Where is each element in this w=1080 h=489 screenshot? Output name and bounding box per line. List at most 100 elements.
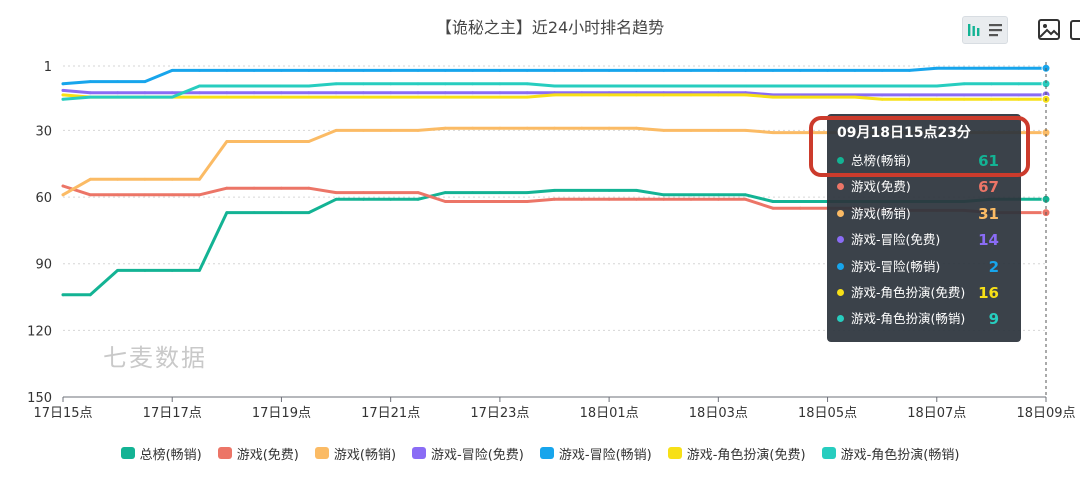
grid-lines — [63, 65, 1046, 331]
data-point — [252, 211, 256, 215]
data-point — [525, 200, 529, 203]
data-point — [771, 84, 775, 88]
data-point — [198, 95, 201, 99]
data-point — [1017, 66, 1021, 70]
legend-label: 总榜(畅销) — [139, 447, 202, 463]
data-point — [744, 84, 747, 88]
data-point — [252, 95, 256, 99]
data-point — [498, 82, 502, 86]
data-point — [990, 93, 993, 97]
data-point — [170, 95, 174, 99]
data-point — [143, 95, 147, 99]
data-point — [662, 69, 666, 72]
data-point — [116, 95, 119, 99]
tooltip-color-dot — [837, 315, 844, 323]
data-point — [798, 84, 802, 88]
data-point — [990, 97, 993, 101]
data-point — [716, 197, 720, 201]
legend-item[interactable]: 游戏-冒险(畅销) — [539, 443, 652, 463]
data-point — [525, 95, 529, 99]
data-point — [880, 84, 884, 88]
data-point — [798, 95, 802, 99]
data-point — [553, 126, 556, 130]
data-point — [662, 193, 666, 197]
tooltip-series-value: 61 — [978, 152, 999, 170]
data-point — [716, 91, 720, 95]
data-point — [443, 126, 447, 130]
data-point — [635, 126, 638, 130]
chart-type-toggle-button[interactable] — [962, 16, 1008, 44]
tooltip-series-value: 9 — [988, 310, 999, 329]
data-point — [935, 97, 939, 101]
tooltip-series-name: 游戏-角色扮演(免费) — [851, 284, 966, 300]
tooltip-color-dot — [837, 183, 844, 191]
legend-swatch — [217, 447, 232, 459]
data-point — [990, 82, 993, 86]
legend-swatch — [120, 447, 135, 459]
data-point — [334, 91, 338, 95]
x-tick-label: 17日15点 — [33, 406, 92, 421]
data-point — [689, 84, 693, 88]
data-point — [143, 80, 147, 83]
x-tick-label: 17日21点 — [361, 406, 420, 421]
legend-item[interactable]: 游戏(免费) — [217, 443, 299, 463]
data-point — [88, 193, 92, 197]
data-point — [170, 91, 174, 95]
tooltip-series-value: 2 — [988, 257, 999, 276]
tooltip-row: 游戏(畅销) 31 — [837, 201, 1011, 227]
data-point — [471, 69, 474, 72]
data-point — [553, 91, 556, 95]
legend-item[interactable]: 游戏(畅销) — [314, 443, 396, 463]
data-point — [389, 82, 393, 86]
bar-list-toggle-icon — [968, 24, 1002, 37]
tooltip-series-name: 总榜(畅销) — [851, 153, 911, 168]
data-point — [362, 191, 365, 195]
data-point — [307, 95, 311, 99]
data-point — [471, 126, 474, 130]
data-point — [771, 95, 775, 99]
data-point — [61, 97, 65, 101]
data-point — [635, 93, 638, 97]
data-point — [908, 84, 911, 88]
data-point — [553, 197, 556, 201]
legend-item[interactable]: 总榜(畅销) — [120, 443, 202, 463]
data-point — [498, 126, 502, 130]
tooltip-row: 游戏-角色扮演(畅销) 9 — [837, 306, 1011, 332]
restore-icon[interactable] — [1068, 16, 1080, 44]
data-point — [334, 69, 338, 72]
data-point — [716, 69, 720, 72]
tooltip-row: 游戏-冒险(畅销) 2 — [837, 254, 1011, 280]
data-point — [471, 191, 474, 195]
image-save-icon[interactable] — [1036, 16, 1064, 44]
data-point — [252, 84, 256, 88]
data-point — [170, 193, 174, 197]
tooltip-series-value: 31 — [978, 204, 999, 223]
data-point — [580, 189, 584, 192]
data-point — [198, 84, 201, 88]
data-point — [525, 91, 529, 95]
legend-label: 游戏-角色扮演(免费) — [686, 447, 806, 463]
data-point — [61, 93, 65, 97]
data-point — [362, 82, 365, 86]
data-point — [525, 82, 529, 86]
legend-item[interactable]: 游戏-角色扮演(畅销) — [821, 443, 959, 463]
data-point — [198, 193, 201, 197]
data-point — [935, 93, 939, 97]
data-point — [744, 197, 747, 201]
data-point — [225, 95, 229, 99]
legend-item[interactable]: 游戏-冒险(免费) — [412, 443, 524, 463]
data-point — [580, 84, 584, 88]
data-point — [498, 191, 502, 195]
data-point — [143, 193, 147, 197]
data-point — [1017, 82, 1021, 86]
data-point — [280, 95, 283, 99]
legend-item[interactable]: 游戏-角色扮演(免费) — [667, 443, 806, 463]
data-point — [880, 97, 884, 101]
chart-title: 【诡秘之主】近24小时排名趋势 — [435, 18, 665, 37]
data-point — [362, 91, 365, 95]
data-point — [307, 84, 311, 88]
data-point — [198, 69, 201, 72]
y-tick-label: 150 — [27, 391, 52, 406]
